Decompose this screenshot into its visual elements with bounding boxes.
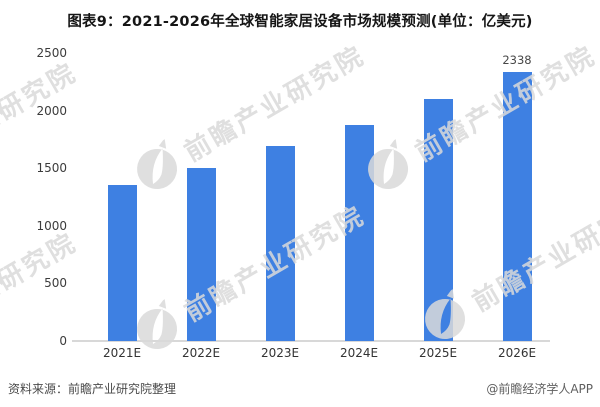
credit-note: @前瞻经济学人APP <box>486 382 593 396</box>
bar-2025E <box>423 99 453 341</box>
bar-2022E <box>186 168 216 341</box>
x-axis-label: 2025E <box>418 346 458 360</box>
x-axis-label: 2023E <box>260 346 300 360</box>
x-axis-label: 2022E <box>181 346 221 360</box>
x-axis-label: 2021E <box>102 346 142 360</box>
bar-2024E <box>344 125 374 341</box>
chart-title: 图表9：2021-2026年全球智能家居设备市场规模预测(单位：亿美元) <box>67 14 533 30</box>
source-note: 资料来源：前瞻产业研究院整理 <box>8 382 177 396</box>
bar-2021E <box>107 184 137 341</box>
x-axis-baseline <box>72 340 550 342</box>
bar-2026E <box>502 71 532 341</box>
x-axis-label: 2026E <box>497 346 537 360</box>
y-tick-label: 1000 <box>36 218 67 233</box>
y-tick-label: 2500 <box>36 46 67 60</box>
y-tick-label: 500 <box>44 276 67 291</box>
bar-2023E <box>265 145 295 341</box>
y-tick-label: 0 <box>59 334 67 348</box>
bar-value-label: 2338 <box>502 52 532 67</box>
x-axis-label: 2024E <box>339 346 379 360</box>
y-tick-label: 2000 <box>36 103 67 118</box>
y-tick-label: 1500 <box>36 161 67 176</box>
